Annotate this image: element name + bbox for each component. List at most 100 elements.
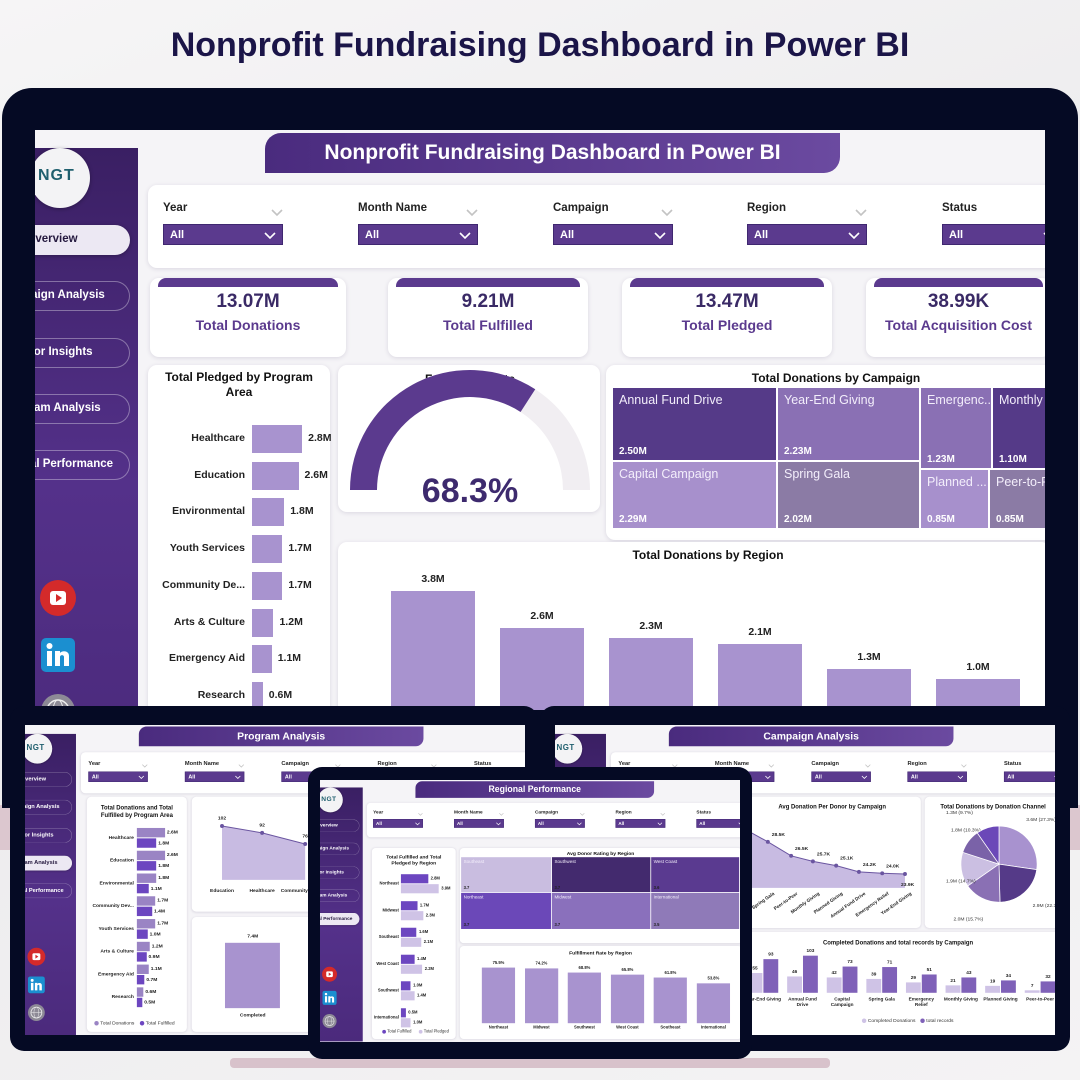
slicer-dropdown-year[interactable]: All [88,771,148,782]
treemap-cell[interactable]: International 3.5 [651,892,740,929]
data-label: 1.7M [288,542,312,555]
slicer-value: All [699,821,706,827]
slicer-dropdown-month-name[interactable]: All [358,224,478,245]
treemap-cell[interactable]: Northeast 3.7 [461,892,552,929]
treemap-cell[interactable]: Emergenc... 1.23M [921,388,991,468]
sidebar-item-regional-performance[interactable]: Regional Performance [320,912,360,926]
logo-text: NGT [556,743,575,752]
data-label: 1.4M [153,908,165,915]
globe-icon[interactable] [27,1004,45,1022]
youtube-icon[interactable] [27,947,46,966]
logo-text: NGT [321,795,337,803]
youtube-icon[interactable] [322,966,338,982]
logo: NGT [320,787,343,813]
data-label: 1.8M [158,874,170,881]
treemap-cell[interactable]: Year-End Giving 2.23M [778,388,919,460]
bar-total-pledged [400,910,424,921]
data-label: 7.4M [247,933,259,939]
linkedin-icon[interactable] [322,990,337,1005]
chevron-down-icon [848,231,860,243]
bar-total-records [1040,981,1055,993]
slicer-dropdown-status[interactable]: All [1003,771,1055,782]
sidebar-item-label: Regional Performance [35,458,114,471]
treemap-cell-name: Monthly [999,393,1043,407]
linkedin-icon[interactable] [27,976,45,994]
sidebar-item-program-analysis[interactable]: Program Analysis [35,394,130,424]
sidebar-item-campaign-analysis[interactable]: Campaign Analysis [35,281,130,311]
slicer-dropdown-year[interactable]: All [163,224,283,245]
slicer-label-status: Status [473,760,492,767]
treemap-cell[interactable]: West Coast 3.6 [651,857,740,893]
kpi-value: 13.07M [216,291,280,312]
slicer-value: All [537,821,544,827]
slicer-dropdown-campaign[interactable]: All [534,819,585,828]
globe-icon[interactable] [322,1014,337,1029]
sidebar-item-regional-performance[interactable]: Regional Performance [25,883,73,899]
data-point [834,863,839,868]
treemap-cell[interactable]: Capital Campaign 2.29M [613,462,776,528]
chart-title: Avg Donor Rating by Region [566,850,635,857]
slicer-dropdown-campaign[interactable]: All [811,771,871,782]
slicer-label-region: Region [377,760,397,767]
treemap-cell[interactable]: Annual Fund Drive 2.50M [613,388,776,460]
bar-completed-donations [985,985,1001,993]
sidebar-item-regional-performance[interactable]: Regional Performance [35,450,130,480]
treemap-cell-value: 3.6 [653,885,660,891]
slicer-dropdown-status[interactable]: All [942,224,1045,245]
slicer-dropdown-month-name[interactable]: All [454,819,504,828]
sidebar-item-campaign-analysis[interactable]: Campaign Analysis [320,842,360,856]
treemap-cell[interactable]: Planned ... 0.85M [921,470,988,528]
sidebar-item-program-analysis[interactable]: Program Analysis [320,889,360,903]
data-label: 2.3M [639,619,663,632]
data-label: 65.8% [621,967,634,973]
slicer-dropdown-campaign[interactable]: All [553,224,673,245]
category-label: Southwest [377,988,399,994]
treemap-cell[interactable]: Spring Gala 2.02M [778,462,919,528]
logo: NGT [25,733,53,764]
bar-total-donations [136,919,156,929]
sidebar-item-donor-insights[interactable]: Donor Insights [320,866,360,879]
chart-title: Total Donations by Region [632,548,784,562]
sidebar-item-overview[interactable]: Overview [35,225,130,255]
data-label: 23.9K [901,882,915,888]
sidebar-item-campaign-analysis[interactable]: Campaign Analysis [25,799,73,815]
slicer-value: All [754,229,769,241]
slicer-dropdown-year[interactable]: All [373,819,423,828]
page-banner: Program Analysis [138,726,424,747]
slicer-dropdown-region[interactable]: All [907,771,967,782]
slicer-dropdown-month-name[interactable]: All [184,771,245,782]
category-label: Southeast [660,1025,681,1030]
area-line [747,830,905,875]
data-label: 1.1M [150,966,162,972]
slicer-dropdown-region[interactable]: All [747,224,867,245]
slicer-label-campaign: Campaign [281,760,309,767]
sidebar-item-donor-insights[interactable]: Donor Insights [25,827,73,843]
kpi-accent-bar [874,278,1043,287]
treemap-cell[interactable]: Midwest 3.7 [551,892,651,929]
data-label: 93 [768,951,774,958]
sidebar-item-overview[interactable]: Overview [320,819,360,832]
chevron-down-icon [768,762,775,771]
data-label: 1.0M [966,660,990,673]
youtube-icon[interactable] [40,580,76,616]
data-label: 71 [887,959,893,966]
treemap-cell[interactable]: Southeast 3.7 [461,857,552,893]
sidebar-item-overview[interactable]: Overview [25,772,73,787]
linkedin-icon[interactable] [41,638,75,672]
data-label: 0.6M [145,988,157,995]
treemap-cell[interactable]: Southwest 3.7 [551,857,651,893]
chevron-down-icon [861,775,868,781]
sidebar-item-donor-insights[interactable]: Donor Insights [35,338,130,368]
sidebar-item-program-analysis[interactable]: Program Analysis [25,855,73,871]
treemap-cell-value: 3.5 [653,922,660,928]
slicer-dropdown-region[interactable]: All [615,819,666,828]
treemap-cell[interactable]: Monthly 1.10M [993,388,1045,468]
treemap-cell[interactable]: Peer-to-P 0.85M [990,470,1045,528]
chevron-down-icon [957,775,964,781]
data-label: 0.5M [408,1010,418,1015]
category-label: Northeast [488,1025,509,1030]
regional-performance-screen: NGT Overview Campaign Analysis Donor Insigh… [320,780,740,1042]
slicer-dropdown-status[interactable]: All [696,819,740,828]
stand-base [230,1058,830,1068]
data-label: 102 [217,815,227,822]
